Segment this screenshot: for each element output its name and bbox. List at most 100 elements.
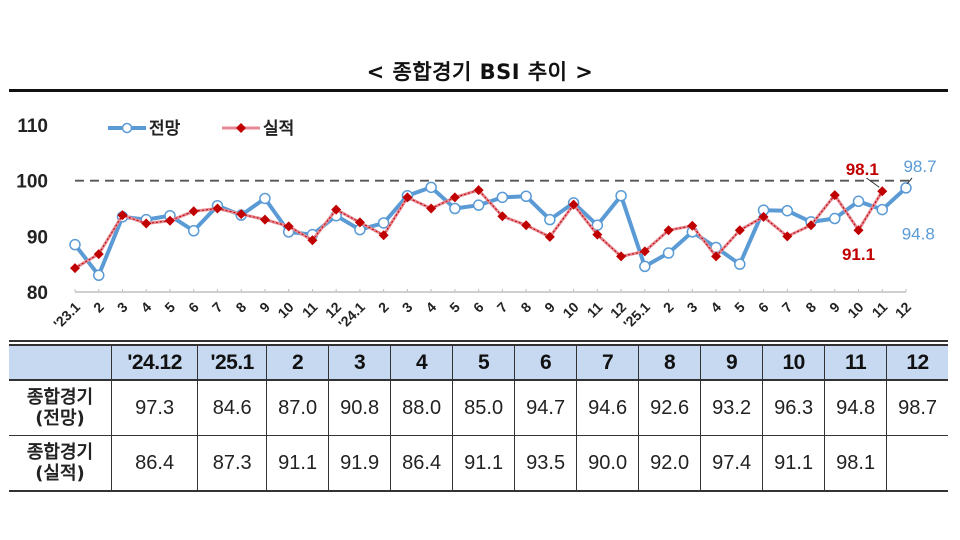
x-tick-label: 11	[584, 299, 606, 321]
table-cell: 97.4	[700, 435, 764, 492]
table-cell: 98.1	[824, 435, 888, 492]
data-point	[711, 251, 722, 262]
legend-label: 전망	[149, 119, 181, 139]
data-point	[473, 185, 484, 196]
data-point	[734, 258, 746, 270]
title-underline	[9, 89, 948, 92]
x-tick-label: 9	[541, 299, 558, 316]
data-point	[663, 225, 674, 236]
data-point	[377, 217, 390, 229]
data-point	[734, 225, 745, 236]
data-point	[521, 220, 532, 231]
header-cell: '24.12	[110, 344, 199, 381]
data-point	[782, 231, 793, 242]
series-outlook	[69, 181, 912, 282]
y-axis: 80 90 100 110	[16, 116, 48, 304]
table-cell: 94.8	[824, 379, 888, 436]
data-point	[141, 218, 152, 229]
data-annotations: 98.1 91.1 98.7 94.8	[842, 157, 937, 264]
header-cell: 6	[514, 344, 578, 381]
header-cell: 9	[700, 344, 764, 381]
annotation-label: 94.8	[902, 225, 935, 244]
x-tick-label: 3	[114, 299, 131, 316]
legend-label: 실적	[263, 119, 294, 139]
x-tick-label: 4	[138, 299, 155, 316]
legend-item-outlook: 전망	[108, 119, 181, 139]
data-point	[852, 195, 865, 208]
data-point	[402, 192, 413, 203]
x-tick-label: 10	[844, 299, 866, 321]
data-point	[876, 203, 889, 216]
table-cell: 90.0	[576, 435, 640, 492]
data-point	[187, 225, 200, 237]
data-point	[331, 204, 342, 215]
x-tick-label: 12	[892, 299, 914, 321]
table-cell: 97.3	[110, 379, 199, 436]
data-point	[117, 210, 128, 221]
table-cell: 96.3	[762, 379, 826, 436]
data-point	[544, 213, 556, 226]
x-tick-label: 7	[494, 299, 511, 316]
x-tick-label: 11	[869, 299, 891, 321]
table-cell: 86.4	[110, 435, 199, 492]
legend-diamond-icon	[236, 123, 246, 133]
table-cell: 93.5	[514, 435, 578, 492]
data-point	[472, 199, 485, 211]
data-point	[615, 189, 627, 202]
table-row-actual: 종합경기 (실적) 86.4 87.3 91.1 91.9 86.4 91.1 9…	[9, 435, 948, 492]
x-tick-label: 5	[161, 299, 178, 316]
data-point	[662, 247, 675, 259]
annotation-label: 98.1	[846, 160, 879, 179]
data-point	[568, 199, 579, 210]
data-point	[496, 191, 509, 204]
x-tick-label: 11	[299, 299, 321, 321]
header-cell: 8	[638, 344, 702, 381]
data-point	[639, 260, 651, 273]
table-cell	[886, 435, 948, 492]
data-point	[259, 214, 270, 225]
data-point	[781, 204, 794, 217]
x-tick-label: 3	[399, 299, 416, 316]
data-point	[378, 230, 389, 241]
data-point	[687, 220, 698, 231]
table-cell: 90.8	[328, 379, 392, 436]
x-tick-label: 4	[707, 299, 724, 316]
x-tick-label: '23.1	[50, 299, 83, 332]
table-top-rule	[9, 340, 948, 342]
table-cell: 92.6	[638, 379, 702, 436]
data-point	[544, 231, 555, 242]
table-cell: 87.3	[197, 435, 268, 492]
data-point	[829, 212, 841, 225]
legend-item-actual: 실적	[222, 119, 294, 139]
x-tick-label: 6	[755, 299, 772, 316]
header-cell: 10	[762, 344, 826, 381]
x-tick-label: 4	[422, 299, 439, 316]
data-point	[806, 220, 817, 231]
x-tick-label: 9	[256, 299, 273, 316]
chart-title: < 종합경기 BSI 추이 >	[366, 60, 594, 84]
table-cell: 98.7	[886, 379, 948, 436]
x-tick-label: 7	[779, 299, 796, 316]
x-tick-label: 8	[517, 299, 534, 316]
x-tick-label: '24.1	[335, 299, 368, 332]
chart-legend: 전망 실적	[108, 119, 294, 139]
data-point	[354, 217, 365, 228]
data-point	[639, 246, 650, 257]
series-actual	[70, 185, 888, 274]
x-tick-label: 8	[232, 299, 249, 316]
data-point	[236, 209, 247, 220]
table-cell: 84.6	[197, 379, 268, 436]
row-label: 종합경기 (전망)	[9, 379, 112, 436]
x-tick-label: 2	[90, 299, 107, 316]
y-tick-label: 110	[17, 116, 48, 137]
data-point	[426, 203, 437, 214]
data-point	[283, 221, 294, 232]
x-tick-label: 10	[559, 299, 581, 321]
x-tick-label: 6	[470, 299, 487, 316]
data-point	[520, 190, 532, 203]
x-tick-label: 8	[802, 299, 819, 316]
header-cell	[9, 344, 112, 381]
x-tick-label: 9	[826, 299, 843, 316]
data-point	[92, 269, 105, 282]
x-tick-label: 7	[209, 299, 226, 316]
